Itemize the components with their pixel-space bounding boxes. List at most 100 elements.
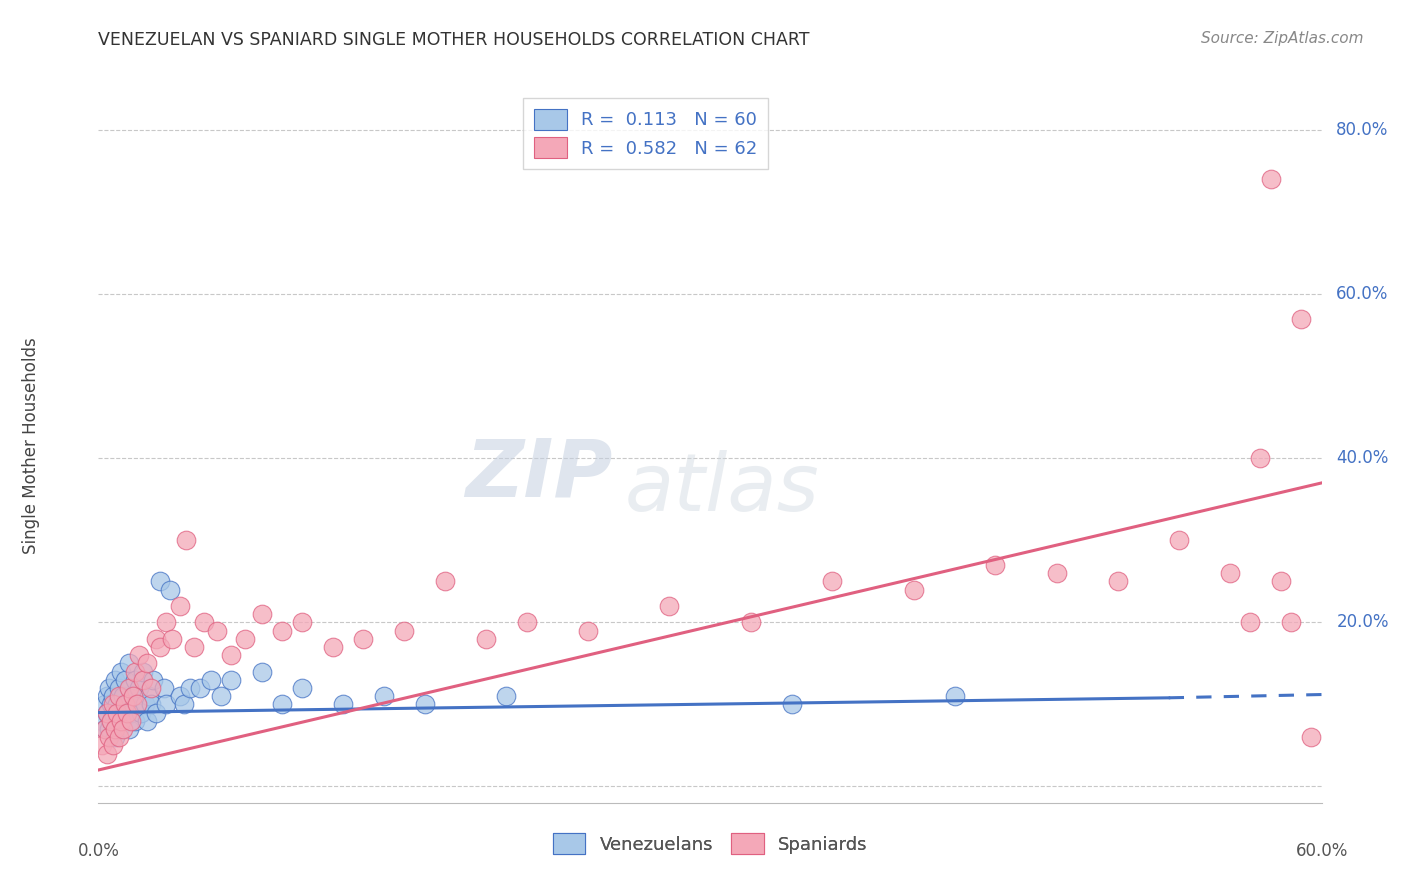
Point [104, 673, 127, 687]
Text: VENEZUELAN VS SPANIARD SINGLE MOTHER HOUSEHOLDS CORRELATION CHART: VENEZUELAN VS SPANIARD SINGLE MOTHER HOU… [98, 31, 810, 49]
Point [105, 714, 128, 728]
Point [780, 698, 803, 712]
Point [1219, 566, 1241, 581]
Point [97, 730, 120, 744]
Point [270, 624, 294, 638]
Point [136, 657, 159, 671]
Point [943, 689, 966, 703]
Point [136, 714, 159, 728]
Point [124, 673, 146, 687]
Point [821, 574, 844, 589]
Text: 60.0%: 60.0% [1336, 285, 1389, 303]
Point [188, 681, 212, 695]
Point [392, 624, 416, 638]
Point [114, 673, 136, 687]
Point [152, 681, 174, 695]
Point [100, 698, 122, 712]
Point [132, 665, 155, 679]
Point [145, 706, 167, 720]
Point [1107, 574, 1129, 589]
Legend: Venezuelans, Spaniards: Venezuelans, Spaniards [541, 822, 879, 865]
Point [1167, 533, 1189, 548]
Point [134, 698, 156, 712]
Point [173, 698, 195, 712]
Point [124, 714, 146, 728]
Point [291, 681, 314, 695]
Point [127, 698, 149, 712]
Point [1279, 615, 1302, 630]
Point [96, 706, 118, 720]
Text: Single Mother Households: Single Mother Households [22, 338, 41, 554]
Point [250, 607, 273, 622]
Point [1239, 615, 1261, 630]
Text: 20.0%: 20.0% [1336, 614, 1389, 632]
Point [200, 673, 222, 687]
Point [576, 624, 599, 638]
Point [115, 706, 138, 720]
Point [111, 722, 134, 736]
Point [145, 632, 167, 646]
Point [97, 681, 120, 695]
Point [104, 730, 127, 744]
Point [101, 698, 124, 712]
Point [132, 673, 155, 687]
Point [984, 558, 1007, 572]
Point [101, 706, 124, 720]
Point [110, 665, 132, 679]
Point [209, 689, 232, 703]
Point [219, 648, 242, 662]
Point [108, 681, 131, 695]
Point [108, 689, 131, 703]
Point [128, 648, 150, 662]
Point [108, 730, 131, 744]
Point [169, 689, 191, 703]
Point [122, 689, 145, 703]
Point [124, 665, 146, 679]
Text: ZIP: ZIP [465, 435, 612, 514]
Point [1301, 730, 1323, 744]
Point [1045, 566, 1069, 581]
Point [97, 722, 120, 736]
Point [413, 698, 436, 712]
Text: atlas: atlas [624, 450, 820, 528]
Point [122, 689, 145, 703]
Point [250, 665, 273, 679]
Point [105, 698, 128, 712]
Point [352, 632, 374, 646]
Point [114, 706, 136, 720]
Point [118, 722, 141, 736]
Point [100, 714, 122, 728]
Point [138, 689, 160, 703]
Point [160, 632, 183, 646]
Point [373, 689, 395, 703]
Point [149, 640, 172, 654]
Point [1260, 172, 1282, 186]
Point [128, 681, 150, 695]
Point [155, 698, 177, 712]
Point [93, 722, 115, 736]
Point [127, 698, 149, 712]
Point [118, 657, 141, 671]
Point [111, 714, 134, 728]
Point [495, 689, 517, 703]
Point [93, 698, 115, 712]
Point [100, 714, 122, 728]
Point [129, 706, 152, 720]
Point [474, 632, 498, 646]
Point [193, 615, 215, 630]
Point [291, 615, 314, 630]
Point [1270, 574, 1292, 589]
Point [96, 689, 118, 703]
Text: Source: ZipAtlas.com: Source: ZipAtlas.com [1201, 31, 1364, 46]
Point [159, 582, 181, 597]
Point [219, 673, 242, 687]
Text: 0.0%: 0.0% [77, 842, 120, 860]
Point [205, 624, 228, 638]
Point [93, 722, 115, 736]
Point [96, 706, 118, 720]
Point [740, 615, 762, 630]
Point [114, 698, 136, 712]
Point [101, 689, 124, 703]
Point [120, 714, 142, 728]
Point [332, 698, 354, 712]
